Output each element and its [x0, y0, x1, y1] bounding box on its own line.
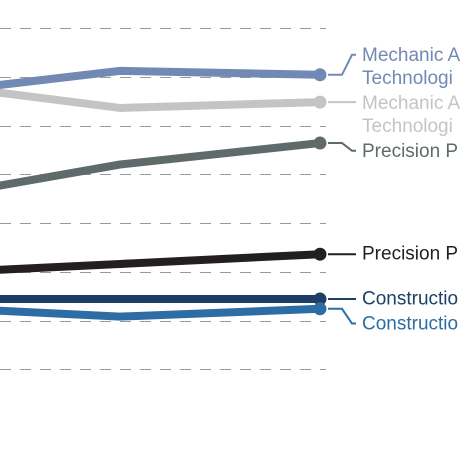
series-label-0-line-0: Mechanic A — [362, 45, 461, 66]
series-label-1-line-0: Mechanic A — [362, 93, 461, 114]
series-line-2 — [0, 139, 321, 190]
series-line-5 — [0, 304, 321, 321]
series-leader-5 — [328, 307, 356, 325]
series-endpoint-1 — [313, 95, 327, 109]
series-label-5-line-0: Constructio — [362, 314, 458, 335]
gridlines — [0, 28, 326, 370]
series-endpoint-2 — [313, 136, 327, 150]
series-line-0 — [0, 66, 321, 89]
series-endpoint-0 — [313, 68, 327, 82]
series-label-4-line-0: Constructio — [362, 289, 458, 310]
series-endpoint-5 — [313, 302, 327, 316]
series-line-1 — [0, 88, 321, 112]
series-label-1-line-1: Technologi — [362, 116, 453, 137]
series-endpoint-3 — [313, 247, 327, 261]
series-label-2-line-0: Precision P — [362, 141, 458, 162]
series-label-3-line-0: Precision P — [362, 244, 458, 265]
series-leader-0 — [328, 53, 356, 76]
series-line-3 — [0, 250, 321, 274]
series-endpoint-4 — [313, 292, 327, 306]
series-label-0-line-1: Technologi — [362, 68, 453, 89]
series-leader-2 — [328, 142, 356, 152]
series-lines — [0, 66, 327, 321]
